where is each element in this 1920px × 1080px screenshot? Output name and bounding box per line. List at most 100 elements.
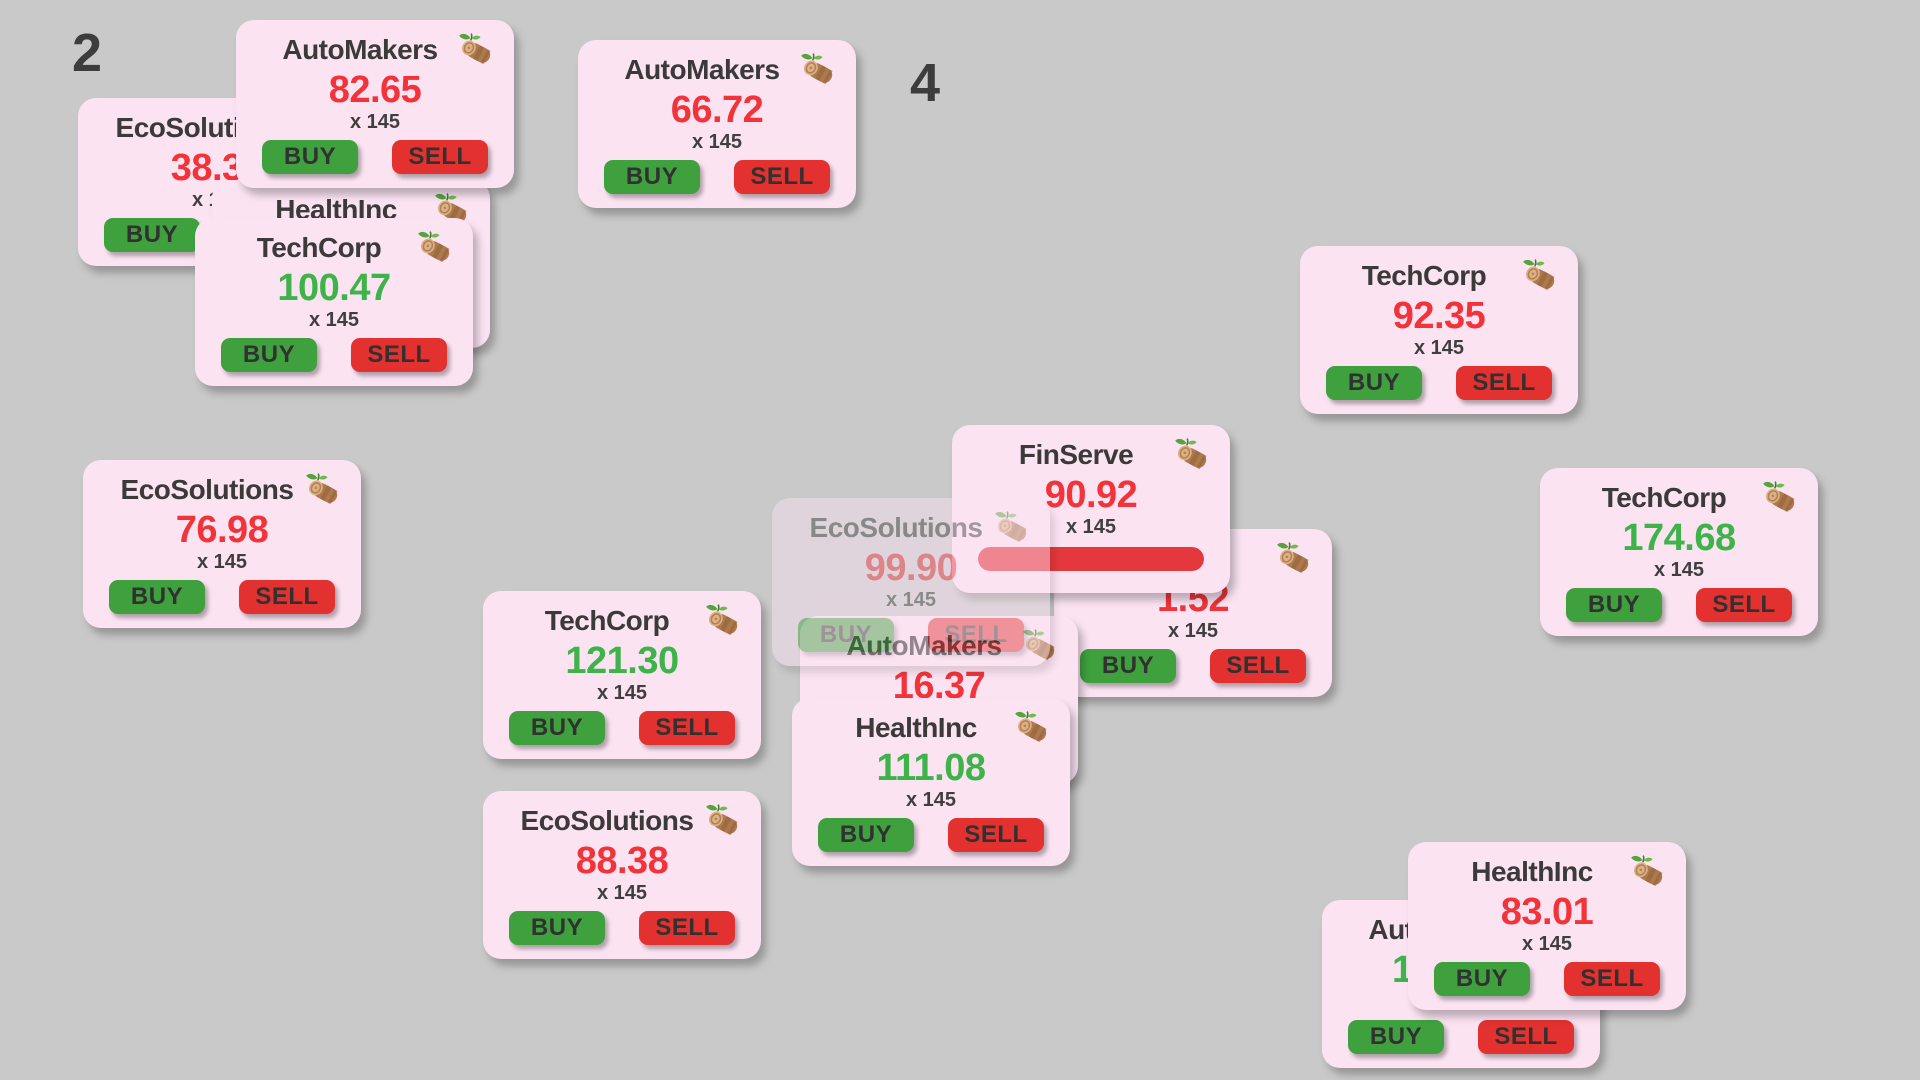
sell-button[interactable]: SELL	[928, 618, 1024, 652]
sell-button[interactable]: SELL	[1456, 366, 1552, 400]
sell-button[interactable]: SELL	[351, 338, 447, 372]
company-name: TechCorp	[1601, 482, 1727, 513]
wood-log-icon	[1172, 436, 1210, 474]
company-name: FinServe	[1018, 439, 1134, 470]
share-quantity: x 145	[1413, 337, 1465, 359]
card-actions: BUY SELL	[195, 338, 473, 372]
card-actions: BUY SELL	[792, 818, 1070, 852]
stock-price: 99.90	[864, 547, 958, 589]
share-quantity: x 145	[1653, 559, 1705, 581]
buy-button[interactable]: BUY	[509, 911, 605, 945]
wood-log-icon	[1012, 709, 1050, 747]
share-quantity: x 145	[349, 111, 401, 133]
card-header: TechCorp	[483, 603, 761, 639]
share-quantity: x 145	[905, 789, 957, 811]
stock-card-healthinc-3[interactable]: HealthInc 83.01 x 145	[1408, 842, 1686, 1010]
card-actions: BUY SELL	[1322, 1020, 1600, 1054]
card-actions: BUY SELL	[483, 711, 761, 745]
share-quantity: x 145	[1167, 620, 1219, 642]
sell-button[interactable]: SELL	[239, 580, 335, 614]
company-name: HealthInc	[1471, 856, 1593, 887]
card-actions: BUY SELL	[1054, 649, 1332, 683]
buy-button[interactable]: BUY	[1326, 366, 1422, 400]
buy-button[interactable]: BUY	[1566, 588, 1662, 622]
cooldown-progress-fill	[978, 547, 1204, 571]
wood-log-icon	[415, 229, 453, 267]
sell-button[interactable]: SELL	[734, 160, 830, 194]
buy-button[interactable]: BUY	[262, 140, 358, 174]
sell-button[interactable]: SELL	[639, 911, 735, 945]
card-actions: BUY SELL	[1408, 962, 1686, 996]
card-header: EcoSolutions	[483, 803, 761, 839]
buy-button[interactable]: BUY	[798, 618, 894, 652]
card-actions: BUY SELL	[578, 160, 856, 194]
wood-log-icon	[1760, 479, 1798, 517]
buy-button[interactable]: BUY	[1080, 649, 1176, 683]
buy-button[interactable]: BUY	[604, 160, 700, 194]
card-header: EcoSolutions	[83, 472, 361, 508]
stock-card-automakers-2[interactable]: AutoMakers 66.72 x 145	[578, 40, 856, 208]
stock-price: 88.38	[575, 840, 669, 882]
wood-log-icon	[1520, 257, 1558, 295]
stock-card-healthinc-2[interactable]: HealthInc 111.08 x 145	[792, 698, 1070, 866]
card-header: AutoMakers	[578, 52, 856, 88]
card-actions: BUY SELL	[1300, 366, 1578, 400]
card-actions: BUY SELL	[1540, 588, 1818, 622]
card-actions: BUY SELL	[772, 618, 1050, 652]
share-quantity: x 145	[691, 131, 743, 153]
region-count-right: 4	[910, 53, 940, 113]
card-header: AutoMakers	[236, 32, 514, 68]
stock-price: 76.98	[175, 509, 269, 551]
card-header: FinServe	[952, 437, 1230, 473]
stock-card-techcorp-1[interactable]: TechCorp 100.47 x 145	[195, 218, 473, 386]
stock-card-ecosolutions-ghost[interactable]: EcoSolutions 99.90 x 1	[772, 498, 1050, 666]
stock-price: 92.35	[1392, 295, 1486, 337]
sell-button[interactable]: SELL	[1478, 1020, 1574, 1054]
sell-button[interactable]: SELL	[1564, 962, 1660, 996]
sell-button[interactable]: SELL	[639, 711, 735, 745]
stock-price: 174.68	[1622, 517, 1736, 559]
card-header: TechCorp	[1540, 480, 1818, 516]
buy-button[interactable]: BUY	[818, 818, 914, 852]
card-header: TechCorp	[1300, 258, 1578, 294]
sell-button[interactable]: SELL	[1210, 649, 1306, 683]
stock-price: 100.47	[277, 267, 391, 309]
sell-button[interactable]: SELL	[948, 818, 1044, 852]
card-actions: BUY SELL	[83, 580, 361, 614]
stock-card-ecosolutions-3[interactable]: EcoSolutions 88.38 x 1	[483, 791, 761, 959]
wood-log-icon	[1274, 540, 1312, 578]
card-actions: BUY SELL	[236, 140, 514, 174]
company-name: EcoSolutions	[520, 805, 694, 836]
stock-card-finserve-1[interactable]: FinServe 90.92 x 145	[952, 425, 1230, 593]
buy-button[interactable]: BUY	[1348, 1020, 1444, 1054]
company-name: TechCorp	[544, 605, 670, 636]
card-header: AutoMakers	[800, 628, 1078, 664]
buy-button[interactable]: BUY	[1434, 962, 1530, 996]
buy-button[interactable]: BUY	[104, 218, 200, 252]
wood-log-icon	[1020, 627, 1058, 665]
stock-price: 1	[1392, 949, 1413, 991]
wood-log-icon	[1628, 853, 1666, 891]
stock-price: 83.01	[1500, 891, 1594, 933]
share-quantity: x 145	[1521, 933, 1573, 955]
card-actions: BUY SELL	[483, 911, 761, 945]
stock-card-techcorp-2[interactable]: TechCorp 92.35 x 145	[1300, 246, 1578, 414]
sell-button[interactable]: SELL	[392, 140, 488, 174]
stock-card-techcorp-3[interactable]: TechCorp 174.68 x 145	[1540, 468, 1818, 636]
buy-button[interactable]: BUY	[109, 580, 205, 614]
share-quantity: x 145	[596, 682, 648, 704]
wood-log-icon	[456, 31, 494, 69]
company-name: HealthInc	[855, 712, 977, 743]
stock-price: 111.08	[876, 747, 986, 789]
buy-button[interactable]: BUY	[509, 711, 605, 745]
buy-button[interactable]: BUY	[221, 338, 317, 372]
stock-card-techcorp-4[interactable]: TechCorp 121.30 x 145	[483, 591, 761, 759]
stock-card-ecosolutions-2[interactable]: EcoSolutions 76.98 x 1	[83, 460, 361, 628]
stock-card-automakers-1[interactable]: AutoMakers 82.65 x 145	[236, 20, 514, 188]
sell-button[interactable]: SELL	[1696, 588, 1792, 622]
company-name: EcoSolutions	[809, 512, 983, 543]
wood-log-icon	[703, 602, 741, 640]
share-quantity: x 145	[885, 589, 937, 611]
wood-log-icon	[303, 471, 341, 509]
